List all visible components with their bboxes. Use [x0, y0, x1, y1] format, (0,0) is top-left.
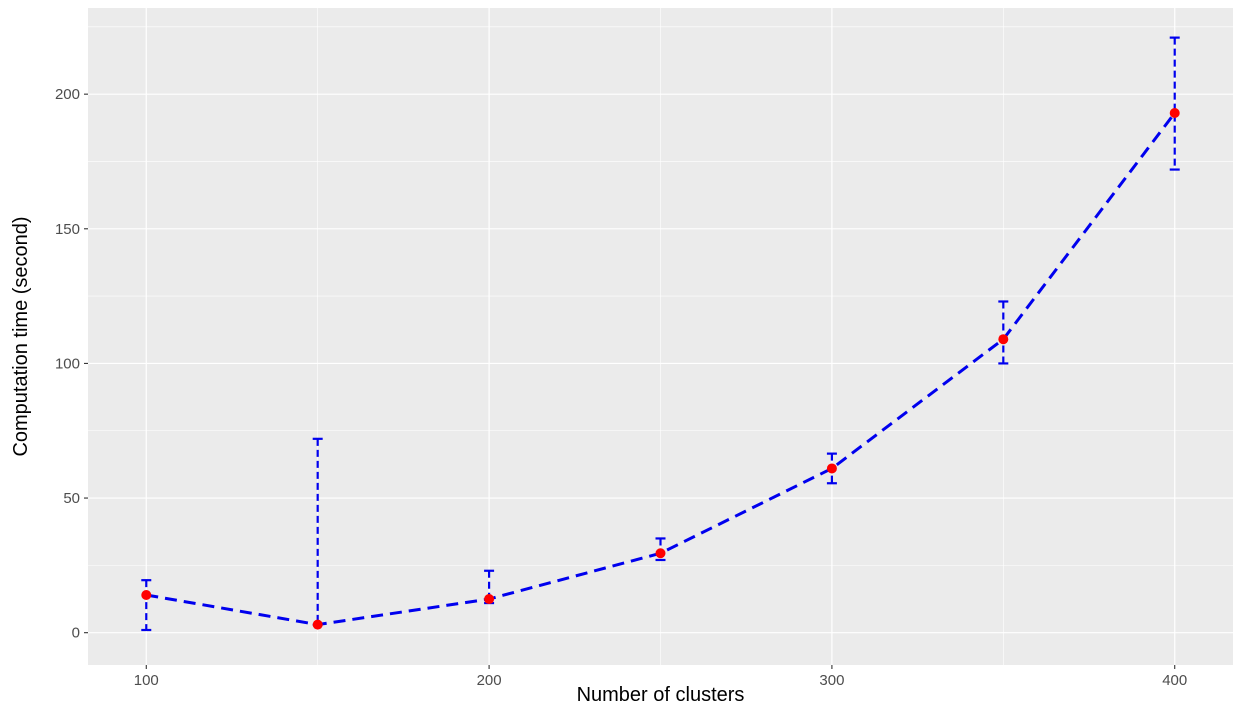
y-axis: 0 50 100 150 200 — [55, 86, 88, 642]
y-tick-label: 150 — [55, 221, 80, 238]
data-point — [655, 548, 666, 559]
x-axis: 100 200 300 400 — [134, 665, 1187, 689]
y-axis-title: Computation time (second) — [10, 216, 32, 456]
y-tick-label: 100 — [55, 355, 80, 372]
data-point — [998, 334, 1009, 345]
y-tick-label: 0 — [72, 625, 80, 642]
data-points — [141, 108, 1180, 630]
y-tick-label: 200 — [55, 86, 80, 103]
grid-major — [88, 8, 1233, 665]
data-point — [141, 589, 152, 600]
data-point — [312, 619, 323, 630]
x-tick-label: 200 — [477, 672, 502, 689]
x-tick-label: 400 — [1162, 672, 1187, 689]
data-point — [484, 594, 495, 605]
x-tick-label: 100 — [134, 672, 159, 689]
data-point — [826, 463, 837, 474]
x-axis-title: Number of clusters — [577, 684, 745, 706]
data-point — [1169, 108, 1180, 119]
y-tick-label: 50 — [63, 490, 80, 507]
x-tick-label: 300 — [819, 672, 844, 689]
